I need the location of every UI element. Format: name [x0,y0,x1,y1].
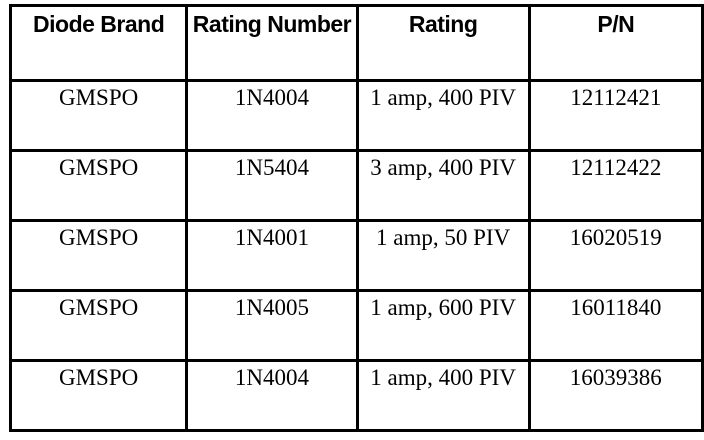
diode-table: Diode Brand Rating Number Rating P/N GMS… [8,4,704,432]
cell-diode-brand-text: GMSPO [59,295,139,320]
cell-pn-text: 16020519 [569,225,662,250]
cell-diode-brand: GMSPO [8,149,189,222]
header-rating: Rating [355,4,531,82]
cell-pn: 12112421 [527,79,704,152]
header-rating-number: Rating Number [185,4,359,82]
cell-pn-text: 16039386 [569,365,662,390]
cell-pn-text: 16011840 [570,295,662,320]
table-row: GMSPO 1N4001 1 amp, 50 PIV 16020519 [8,219,704,292]
cell-rating-text: 1 amp, 50 PIV [376,225,511,250]
cell-rating-text: 1 amp, 600 PIV [370,295,516,320]
cell-pn: 16039386 [527,359,704,432]
cell-pn: 16011840 [527,289,704,362]
table-row: GMSPO 1N4004 1 amp, 400 PIV 16039386 [8,359,704,432]
cell-rating-text: 3 amp, 400 PIV [370,155,516,180]
table-row: GMSPO 1N4004 1 amp, 400 PIV 12112421 [8,79,704,152]
cell-rating-number-text: 1N4004 [234,85,310,110]
cell-diode-brand: GMSPO [8,359,189,432]
table-row: GMSPO 1N5404 3 amp, 400 PIV 12112422 [8,149,704,222]
cell-rating: 1 amp, 600 PIV [355,289,531,362]
cell-pn-text: 12112421 [570,85,662,110]
header-row: Diode Brand Rating Number Rating P/N [8,4,704,82]
cell-rating-number: 1N4004 [185,79,359,152]
header-diode-brand: Diode Brand [8,4,189,82]
table-row: GMSPO 1N4005 1 amp, 600 PIV 16011840 [8,289,704,362]
cell-diode-brand: GMSPO [8,79,189,152]
cell-diode-brand: GMSPO [8,289,189,362]
cell-pn-text: 12112422 [570,155,662,180]
cell-diode-brand-text: GMSPO [59,85,139,110]
cell-rating-number-text: 1N5404 [234,155,310,180]
cell-rating-number: 1N4001 [185,219,359,292]
cell-rating: 3 amp, 400 PIV [355,149,531,222]
cell-rating-text: 1 amp, 400 PIV [370,365,516,390]
cell-pn: 12112422 [527,149,704,222]
cell-rating-number: 1N5404 [185,149,359,222]
cell-rating-number-text: 1N4001 [234,225,310,250]
cell-diode-brand-text: GMSPO [59,365,139,390]
cell-pn: 16020519 [527,219,704,292]
cell-rating-number: 1N4004 [185,359,359,432]
cell-diode-brand: GMSPO [8,219,189,292]
cell-rating-text: 1 amp, 400 PIV [370,85,516,110]
cell-rating-number: 1N4005 [185,289,359,362]
cell-rating: 1 amp, 50 PIV [355,219,531,292]
cell-rating-number-text: 1N4005 [234,295,310,320]
cell-rating-number-text: 1N4004 [234,365,310,390]
cell-diode-brand-text: GMSPO [59,225,139,250]
header-pn: P/N [527,4,704,82]
cell-diode-brand-text: GMSPO [59,155,139,180]
cell-rating: 1 amp, 400 PIV [355,79,531,152]
cell-rating: 1 amp, 400 PIV [355,359,531,432]
